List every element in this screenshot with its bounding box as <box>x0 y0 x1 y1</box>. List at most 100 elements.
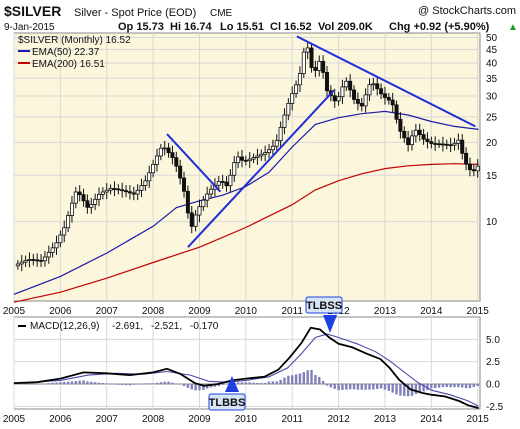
legend-ema50: EMA(50) 22.37 <box>32 47 100 58</box>
price-x-tick-label: 2006 <box>49 306 72 317</box>
price-legend: $SILVER (Monthly) 16.52 EMA(50) 22.37 EM… <box>18 35 131 70</box>
macd-histogram-bar <box>144 383 147 384</box>
macd-histogram-bar <box>105 383 108 384</box>
macd-histogram-bar <box>167 381 170 384</box>
price-bar <box>255 155 260 158</box>
quote-change: Chg +0.92 (+5.90%) <box>389 21 490 33</box>
macd-histogram-bar <box>433 383 437 389</box>
price-bar <box>239 156 244 161</box>
macd-histogram-bar <box>47 383 50 384</box>
macd-histogram-bar <box>225 383 228 385</box>
macd-histogram-bar <box>263 382 267 384</box>
macd-histogram-bar <box>190 383 193 390</box>
price-bar <box>127 191 132 194</box>
price-bar <box>42 256 47 262</box>
macd-histogram-bar <box>240 382 244 384</box>
macd-histogram-bar <box>70 381 74 384</box>
macd-histogram-bar <box>39 383 43 385</box>
trendline <box>187 89 335 248</box>
price-bar <box>305 47 310 53</box>
price-bar <box>355 99 360 104</box>
macd-histogram-bar <box>90 381 93 384</box>
price-bar <box>440 143 445 146</box>
price-bar <box>100 191 105 195</box>
price-bar <box>19 261 24 265</box>
price-bar <box>97 193 102 200</box>
macd-histogram-bar <box>16 383 20 385</box>
price-bar <box>77 191 82 196</box>
price-bar <box>247 158 252 162</box>
macd-histogram-bar <box>213 383 217 387</box>
price-bar <box>363 94 368 107</box>
price-bar <box>421 134 426 140</box>
macd-histogram-bar <box>310 369 313 384</box>
quote-date: 9-Jan-2015 <box>4 22 55 33</box>
macd-histogram-bar <box>472 383 476 388</box>
macd-histogram-bar <box>283 377 286 384</box>
macd-panel: -2.5 0.0 2.5 5.0 MACD(12,26,9) -2.691, -2.5… <box>12 316 504 413</box>
macd-histogram-bar <box>352 383 356 390</box>
instrument-name: Silver - Spot Price (EOD) <box>74 7 196 19</box>
price-bar <box>232 162 237 176</box>
price-bar <box>448 144 453 147</box>
macd-histogram-bar <box>113 383 116 385</box>
quote-open: Op 15.73 <box>118 21 164 33</box>
trendline <box>166 133 222 193</box>
macd-histogram-bar <box>43 383 47 385</box>
tlbss-label: TLBSS <box>306 300 342 312</box>
macd-histogram-bar <box>252 382 255 384</box>
macd-histogram-bar <box>457 383 460 388</box>
price-bar <box>371 83 376 86</box>
macd-histogram-bar <box>86 381 89 384</box>
tlbss-arrow-icon <box>323 315 337 333</box>
price-bar <box>35 259 40 262</box>
price-y-tick-label: 50 <box>486 33 498 44</box>
price-bar <box>243 159 248 162</box>
price-bar <box>471 169 476 172</box>
price-bar <box>379 88 384 95</box>
price-bar <box>23 259 28 263</box>
macd-histogram-bar <box>132 383 135 385</box>
macd-histogram-bar <box>267 381 271 384</box>
quote-low: Lo 15.51 <box>220 21 264 33</box>
macd-histogram-bar <box>182 383 186 387</box>
macd-histogram-bar <box>298 373 302 384</box>
macd-histogram-bar <box>12 383 16 385</box>
macd-histogram-bar <box>360 383 363 390</box>
macd-histogram-bar <box>163 381 166 384</box>
macd-histogram-bar <box>155 382 159 384</box>
price-bar <box>31 259 36 261</box>
macd-histogram-bar <box>291 375 294 384</box>
price-bar <box>228 174 233 187</box>
price-bar <box>297 73 302 86</box>
macd-line-layer <box>13 326 479 409</box>
quote-high: Hi 16.74 <box>170 21 212 33</box>
price-bar <box>309 47 314 68</box>
price-bar <box>46 251 51 258</box>
price-bar <box>66 215 71 229</box>
price-x-tick-label: 2011 <box>281 306 303 317</box>
price-bar <box>413 129 418 137</box>
tlbss-box <box>305 296 343 314</box>
macd-histogram-bar <box>468 383 472 389</box>
price-bar <box>467 163 472 171</box>
macd-histogram-bar <box>372 383 375 390</box>
macd-histogram-bar <box>82 380 85 384</box>
macd-histogram-bar <box>345 383 348 390</box>
quote-volume: Vol 209.0K <box>318 21 373 33</box>
macd-histogram-bar <box>51 382 54 384</box>
macd-histogram-bar <box>406 383 410 397</box>
price-y-tick-label: 40 <box>486 59 498 70</box>
price-bar <box>267 149 272 153</box>
macd-x-tick-label: 2012 <box>327 414 350 425</box>
price-bar <box>313 67 318 71</box>
price-bar <box>108 188 113 191</box>
price-bar <box>185 190 190 214</box>
macd-histogram-bar <box>356 383 360 390</box>
macd-histogram-bar <box>20 383 23 385</box>
price-x-tick-label: 2015 <box>467 306 490 317</box>
macd-x-tick-label: 2009 <box>188 414 211 425</box>
price-bar <box>278 126 283 142</box>
